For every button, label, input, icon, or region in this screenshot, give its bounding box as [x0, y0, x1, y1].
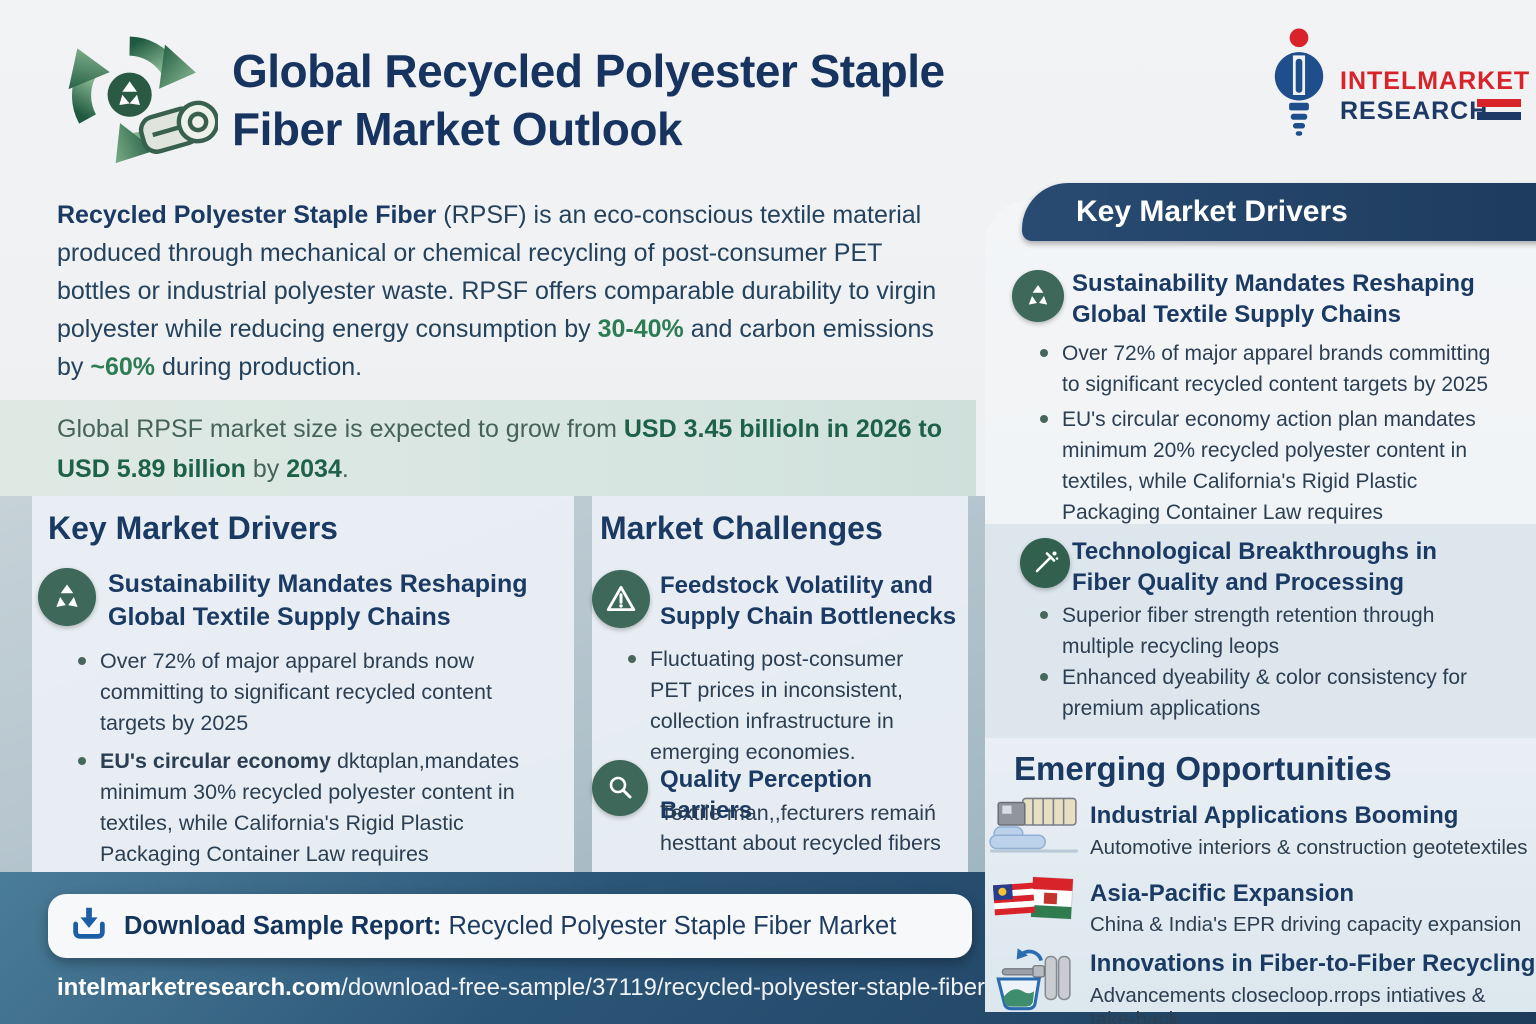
magnifier-icon [592, 760, 648, 816]
opportunity-3-title: Innovations in Fiber-to-Fiber Recycling [1090, 950, 1536, 977]
challenges-item2-text: Textile man,,fecturers remaiń hesttant a… [660, 801, 941, 855]
recycling-machine-icon [988, 946, 1076, 1017]
sidebar-section2-bullet-2: Enhanced dyeability & color consistency … [1040, 662, 1500, 724]
opportunity-2-title: Asia-Pacific Expansion [1090, 880, 1355, 907]
sidebar-section2-tile [985, 524, 1536, 738]
warning-icon [592, 570, 650, 628]
page-title-line2: Fiber Market Outlook [232, 103, 683, 155]
intro-text-3: during production. [155, 353, 363, 381]
sidebar-section2-bullet-2-text: Enhanced dyeability & color consistency … [1062, 666, 1468, 720]
bullet-dot [78, 757, 86, 765]
drivers-bullet-2-text: EU's circular economy dktαplan,mandates … [100, 746, 556, 870]
brand-line2: RESEARCH [1340, 97, 1489, 125]
bullet-dot [1040, 415, 1048, 423]
bullet-dot [1040, 611, 1048, 619]
sidebar-section2-title-line2: Fiber Quality and Processing [1072, 569, 1405, 596]
market-size-strip: Global RPSF market size is expected to g… [0, 400, 976, 496]
recycle-arrows-with-fiber-roll-icon [56, 24, 220, 186]
intro-lead: Recycled Polyester Staple Fiber [57, 201, 437, 229]
drivers-panel: Key Market Drivers Sustainability Mandat… [32, 496, 574, 872]
sidebar-section1-bullet-2: EU's circular economy action plan mandat… [1040, 404, 1510, 528]
market-size-text-3: . [341, 455, 349, 483]
opportunity-1-subtitle: Automotive interiors & construction geot… [1090, 836, 1528, 859]
drivers-bullet-1: Over 72% of major apparel brands now com… [78, 646, 556, 739]
sidebar-section2-bullet-1: Superior fiber strength retention throug… [1040, 600, 1500, 662]
brand-bar-red [1477, 99, 1521, 107]
drivers-bullet-1-text: Over 72% of major apparel brands now com… [100, 649, 492, 735]
bullet-dot [628, 655, 636, 663]
intro-highlight-carbon: ~60% [90, 353, 155, 381]
sidebar-section1-title: Sustainability Mandates Reshaping Global… [1072, 268, 1512, 330]
challenges-item2-title: Quality Perception Barriers [660, 766, 873, 824]
challenges-item1-title: Feedstock Volatility and Supply Chain Bo… [660, 572, 957, 630]
market-size-text-1: Global RPSF market size is expected to g… [57, 415, 624, 443]
challenges-bullet-1: Fluctuating post-consumer PET prices in … [628, 644, 950, 768]
download-label-bold: Download Sample Report: [124, 911, 442, 940]
sidebar-section1-title-line1: Sustainability Mandates Reshaping [1072, 270, 1475, 297]
drivers-heading: Key Market Drivers [48, 510, 338, 546]
opportunities-heading: Emerging Opportunities [1014, 750, 1392, 787]
drivers-bullet-2-bold: EU's circular economy [100, 749, 331, 773]
bullet-dot [78, 657, 86, 665]
flags-icon [992, 876, 1076, 937]
intro-highlight-energy: 30-40% [597, 315, 684, 343]
challenges-panel: Market Challenges Feedstock Volatility a… [592, 496, 968, 872]
sidebar-section1-bullet-1: Over 72% of major apparel brands committ… [1040, 338, 1510, 400]
recycle-icon [1012, 270, 1064, 322]
sidebar-section1-bullet-2-text: EU's circular economy action plan mandat… [1062, 408, 1476, 524]
page-title: Global Recycled Polyester Staple Fiber M… [232, 42, 945, 158]
drivers-item-title: Sustainability Mandates Reshaping Global… [108, 570, 528, 631]
intro-text-2: and carbon emissions by [57, 315, 934, 381]
bullet-dot [1040, 673, 1048, 681]
url-domain: intelmarketresearch.com [57, 974, 342, 1001]
drivers-bullet-2-rest: dktαplan,mandates minimum 30% recycled p… [100, 749, 520, 866]
market-size-text-2: by [245, 455, 287, 483]
sidebar-section2-bullet-1-text: Superior fiber strength retention throug… [1062, 604, 1435, 658]
page-title-line1: Global Recycled Polyester Staple [232, 45, 945, 97]
sidebar-section2-title-line1: Technological Breakthroughs in [1072, 538, 1437, 565]
drivers-bullet-2: EU's circular economy dktαplan,mandates … [78, 746, 556, 870]
download-icon [68, 903, 110, 950]
tools-icon [1020, 538, 1070, 588]
market-size-value: USD 3.45 billioln in 2026 to USD 5.89 bi… [57, 415, 943, 483]
market-size-text: Global RPSF market size is expected to g… [57, 409, 952, 489]
truck-and-sofa-icon [988, 796, 1082, 859]
opportunity-3-subtitle: Advancements closecloop.rrops intiatives… [1090, 984, 1486, 1024]
sample-url-link[interactable]: intelmarketresearch.com/download-free-sa… [57, 974, 985, 1002]
brand-bar-blue [1477, 112, 1521, 120]
intro-paragraph: Recycled Polyester Staple Fiber (RPSF) i… [57, 196, 962, 386]
download-label-rest: Recycled Polyester Staple Fiber Market [441, 911, 897, 940]
sidebar-header: Key Market Drivers [1022, 183, 1536, 241]
sidebar-section2-title: Technological Breakthroughs in Fiber Qua… [1072, 536, 1502, 598]
sidebar-header-label: Key Market Drivers [1076, 195, 1348, 228]
opportunity-1-title: Industrial Applications Booming [1090, 802, 1459, 829]
bullet-dot [1040, 349, 1048, 357]
download-sample-button[interactable]: Download Sample Report: Recycled Polyest… [48, 894, 972, 958]
opportunity-2-subtitle: China & India's EPR driving capacity exp… [1090, 913, 1522, 936]
opportunities-area [985, 738, 1536, 1012]
sidebar-section1-title-line2: Global Textile Supply Chains [1072, 301, 1401, 328]
challenges-heading: Market Challenges [600, 510, 883, 546]
intro-text-1: (RPSF) is an eco-conscious textile mater… [57, 201, 937, 343]
recycle-icon [38, 568, 96, 626]
brand-wordmark: INTELMARKET RESEARCH [1340, 66, 1530, 126]
download-label: Download Sample Report: Recycled Polyest… [124, 912, 896, 941]
market-size-year: 2034 [286, 455, 342, 483]
brand-line1: INTELMARKET [1340, 67, 1531, 95]
url-path: /download-free-sample/37119/recycled-pol… [341, 974, 986, 1001]
sidebar-section1-bullet-1-text: Over 72% of major apparel brands committ… [1062, 342, 1491, 396]
challenges-bullet-1-text: Fluctuating post-consumer PET prices in … [650, 647, 904, 764]
lightbulb-icon [1266, 26, 1332, 142]
